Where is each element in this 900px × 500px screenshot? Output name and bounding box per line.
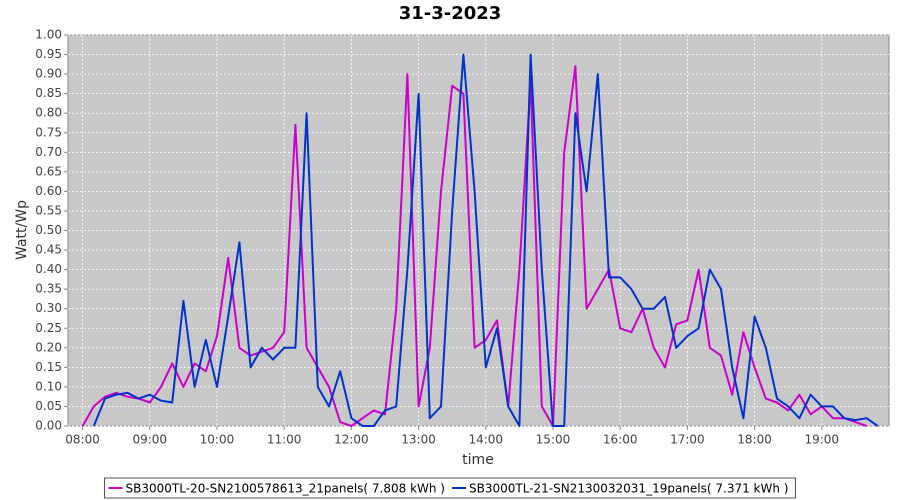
y-tick-label: 0.40 <box>35 262 62 276</box>
y-tick-label: 0.95 <box>35 47 62 61</box>
y-tick-label: 0.15 <box>35 360 62 374</box>
y-tick-label: 0.10 <box>35 379 62 393</box>
y-tick-label: 0.45 <box>35 243 62 257</box>
legend-text: SB3000TL-21-SN2130032031_19panels( 7.371… <box>469 482 788 496</box>
x-tick-label: 08:00 <box>65 433 100 447</box>
y-tick-label: 0.50 <box>35 223 62 237</box>
y-tick-label: 0.85 <box>35 86 62 100</box>
x-tick-label: 16:00 <box>603 433 638 447</box>
x-tick-label: 18:00 <box>737 433 772 447</box>
x-tick-label: 12:00 <box>334 433 369 447</box>
legend-box <box>104 477 796 499</box>
x-tick-label: 14:00 <box>468 433 503 447</box>
x-axis-label: time <box>462 452 494 468</box>
x-tick-label: 11:00 <box>267 433 302 447</box>
y-tick-label: 0.25 <box>35 321 62 335</box>
y-tick-label: 0.70 <box>35 145 62 159</box>
y-axis-label: Watt/Wp <box>14 200 30 260</box>
series-line <box>92 53 879 427</box>
legend-text: SB3000TL-20-SN2100578613_21panels( 7.808… <box>126 482 445 496</box>
series-line <box>81 65 867 427</box>
y-tick-label: 0.80 <box>35 106 62 120</box>
y-tick-label: 0.35 <box>35 282 62 296</box>
y-tick-label: 0.30 <box>35 301 62 315</box>
y-tick-label: 0.20 <box>35 340 62 354</box>
x-tick-label: 10:00 <box>200 433 235 447</box>
x-tick-label: 13:00 <box>401 433 436 447</box>
x-tick-label: 09:00 <box>132 433 167 447</box>
y-tick-label: 0.75 <box>35 125 62 139</box>
y-tick-label: 0.00 <box>35 419 62 433</box>
y-tick-label: 0.05 <box>35 399 62 413</box>
x-tick-label: 19:00 <box>804 433 839 447</box>
chart-title: 31-3-2023 <box>399 3 502 24</box>
x-tick-label: 17:00 <box>670 433 705 447</box>
y-tick-label: 0.60 <box>35 184 62 198</box>
y-tick-label: 0.90 <box>35 67 62 81</box>
y-tick-label: 1.00 <box>35 28 62 42</box>
y-tick-label: 0.65 <box>35 164 62 178</box>
y-tick-label: 0.55 <box>35 203 62 217</box>
x-tick-label: 15:00 <box>536 433 571 447</box>
